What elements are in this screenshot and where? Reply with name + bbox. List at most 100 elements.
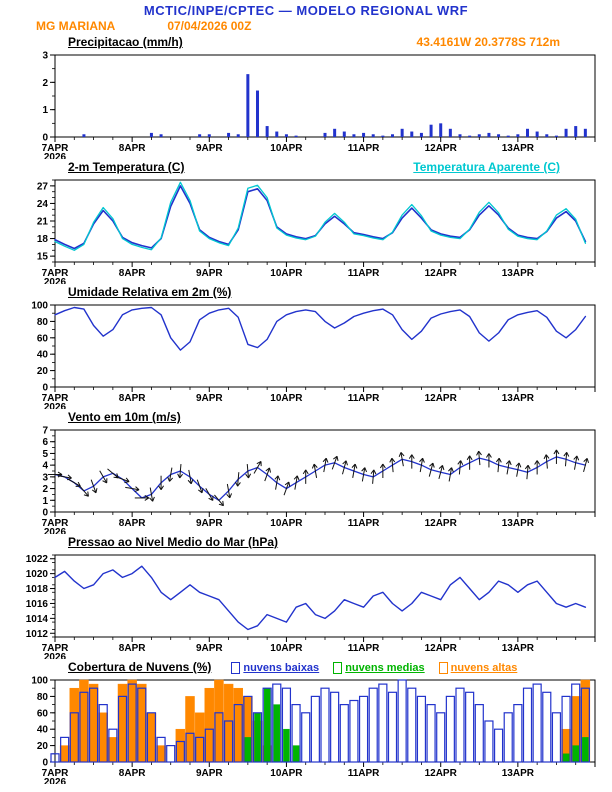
svg-text:10APR: 10APR [270, 643, 303, 654]
clouds-title-row: Cobertura de Nuvens (%) nuvens baixas nu… [0, 659, 612, 674]
svg-text:13APR: 13APR [502, 643, 535, 654]
svg-text:9APR: 9APR [196, 393, 223, 404]
svg-text:1: 1 [42, 496, 48, 507]
apparent-temperature-label: Temperatura Aparente (C) [413, 160, 560, 174]
station-coordinates: 43.4161W 20.3778S 712m [416, 35, 560, 49]
clouds-title: Cobertura de Nuvens (%) [68, 660, 212, 674]
svg-text:8APR: 8APR [119, 268, 146, 279]
svg-text:100: 100 [31, 676, 48, 687]
pressure-title: Pressao ao Nivel Medio do Mar (hPa) [68, 535, 279, 549]
station-name: MG MARIANA [36, 19, 116, 33]
svg-text:7APR: 7APR [42, 143, 69, 154]
svg-text:12APR: 12APR [425, 393, 458, 404]
svg-text:12APR: 12APR [425, 643, 458, 654]
precipitation-title: Precipitacao (mm/h) [68, 35, 183, 49]
panel-pressure: Pressao ao Nivel Medio do Mar (hPa) 1012… [0, 534, 612, 659]
svg-text:27: 27 [37, 181, 49, 192]
svg-text:7APR: 7APR [42, 643, 69, 654]
svg-text:2: 2 [42, 484, 48, 495]
svg-text:1: 1 [42, 105, 48, 116]
svg-text:9APR: 9APR [196, 768, 223, 779]
svg-text:40: 40 [37, 350, 49, 361]
svg-text:10APR: 10APR [270, 768, 303, 779]
cloud-legend: nuvens baixas nuvens medias nuvens altas [231, 662, 517, 674]
svg-text:2026: 2026 [44, 152, 67, 159]
svg-text:1018: 1018 [26, 584, 49, 595]
svg-text:80: 80 [37, 692, 49, 703]
svg-text:11APR: 11APR [348, 143, 380, 154]
svg-text:13APR: 13APR [502, 143, 535, 154]
svg-text:20: 20 [37, 741, 49, 752]
legend-item-low-clouds: nuvens baixas [231, 662, 319, 674]
svg-text:1022: 1022 [26, 554, 49, 565]
panel-clouds: Cobertura de Nuvens (%) nuvens baixas nu… [0, 659, 612, 784]
svg-text:13APR: 13APR [502, 518, 535, 529]
svg-text:11APR: 11APR [348, 518, 380, 529]
pressure-title-row: Pressao ao Nivel Medio do Mar (hPa) [0, 534, 612, 549]
svg-text:9APR: 9APR [196, 268, 223, 279]
svg-text:10APR: 10APR [270, 268, 303, 279]
svg-text:0: 0 [42, 508, 48, 519]
svg-text:8APR: 8APR [119, 143, 146, 154]
station-row: MG MARIANA 07/04/2026 00Z [0, 19, 612, 34]
svg-text:15: 15 [37, 252, 49, 263]
svg-text:21: 21 [37, 217, 49, 228]
temperature-title-row: 2-m Temperatura (C) Temperatura Aparente… [0, 159, 612, 174]
svg-text:0: 0 [42, 133, 48, 144]
svg-text:60: 60 [37, 708, 49, 719]
svg-text:12APR: 12APR [425, 268, 458, 279]
high-clouds-swatch-icon [438, 662, 448, 674]
svg-text:3: 3 [42, 472, 48, 483]
svg-text:1020: 1020 [26, 569, 49, 580]
svg-text:8APR: 8APR [119, 643, 146, 654]
svg-text:12APR: 12APR [425, 143, 458, 154]
svg-text:11APR: 11APR [348, 268, 380, 279]
svg-text:10APR: 10APR [270, 143, 303, 154]
svg-text:5: 5 [42, 449, 48, 460]
svg-text:9APR: 9APR [196, 643, 223, 654]
high-clouds-label: nuvens altas [450, 662, 518, 674]
low-clouds-label: nuvens baixas [243, 662, 320, 674]
svg-text:2: 2 [42, 78, 48, 89]
svg-text:3: 3 [42, 51, 48, 62]
svg-text:1014: 1014 [26, 614, 49, 625]
svg-text:0: 0 [42, 383, 48, 394]
svg-text:2026: 2026 [44, 402, 67, 409]
svg-text:0: 0 [42, 758, 48, 769]
svg-text:8APR: 8APR [119, 518, 146, 529]
svg-text:7APR: 7APR [42, 768, 69, 779]
mid-clouds-label: nuvens medias [345, 662, 425, 674]
svg-text:2026: 2026 [44, 527, 67, 534]
low-clouds-swatch-icon [231, 662, 241, 674]
svg-text:1016: 1016 [26, 599, 49, 610]
svg-text:10APR: 10APR [270, 518, 303, 529]
mid-clouds-swatch-icon [333, 662, 343, 674]
svg-text:10APR: 10APR [270, 393, 303, 404]
svg-text:2026: 2026 [44, 652, 67, 659]
svg-text:20: 20 [37, 366, 49, 377]
panel-precipitation: Precipitacao (mm/h) 43.4161W 20.3778S 71… [0, 34, 612, 159]
temperature-title: 2-m Temperatura (C) [68, 160, 185, 174]
precipitation-title-row: Precipitacao (mm/h) 43.4161W 20.3778S 71… [0, 34, 612, 49]
legend-item-mid-clouds: nuvens medias [333, 662, 425, 674]
svg-text:7APR: 7APR [42, 518, 69, 529]
wind-title-row: Vento em 10m (m/s) [0, 409, 612, 424]
svg-text:24: 24 [37, 199, 49, 210]
svg-text:4: 4 [42, 461, 48, 472]
svg-text:12APR: 12APR [425, 768, 458, 779]
humidity-title-row: Umidade Relativa em 2m (%) [0, 284, 612, 299]
svg-text:13APR: 13APR [502, 393, 535, 404]
panel-temperature: 2-m Temperatura (C) Temperatura Aparente… [0, 159, 612, 284]
legend-item-high-clouds: nuvens altas [438, 662, 518, 674]
model-title: MCTIC/INPE/CPTEC — MODELO REGIONAL WRF [143, 3, 469, 18]
svg-text:7APR: 7APR [42, 393, 69, 404]
svg-text:60: 60 [37, 333, 49, 344]
svg-text:11APR: 11APR [348, 768, 380, 779]
wind-title: Vento em 10m (m/s) [68, 410, 181, 424]
